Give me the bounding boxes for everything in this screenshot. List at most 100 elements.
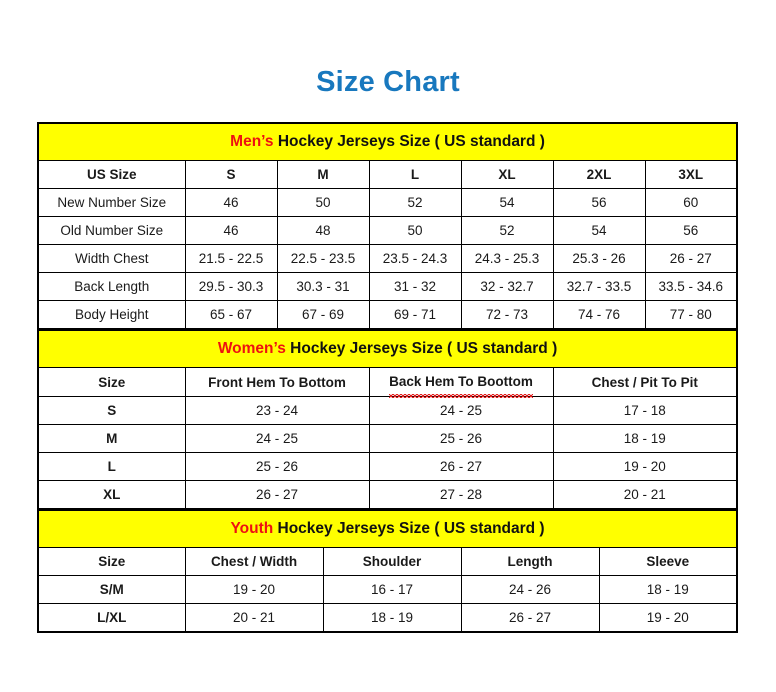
youth-cell: 19 - 20: [184, 575, 324, 604]
mens-col-header-1: S: [184, 160, 278, 189]
mens-col-header-6: 3XL: [644, 160, 738, 189]
mens-col-header-5: 2XL: [552, 160, 646, 189]
mens-cell: 52: [368, 188, 462, 217]
mens-cell: 25.3 - 26: [552, 244, 646, 273]
page-title: Size Chart: [316, 66, 460, 98]
womens-col-header-3: Chest / Pit To Pit: [552, 367, 738, 397]
mens-cell: 69 - 71: [368, 300, 462, 330]
womens-cell: 26 - 27: [184, 480, 370, 510]
mens-section-banner: Men’s Hockey Jerseys Size ( US standard …: [36, 122, 739, 161]
youth-col-header-3: Length: [460, 547, 600, 576]
womens-banner-accent: Women’s: [217, 340, 286, 357]
mens-cell: 65 - 67: [184, 300, 278, 330]
table-row: S 23 - 24 24 - 25 17 - 18: [37, 396, 738, 425]
youth-column-header-row: Size Chest / Width Shoulder Length Sleev…: [37, 547, 738, 576]
womens-cell: 27 - 28: [368, 480, 554, 510]
mens-cell: 31 - 32: [368, 272, 462, 301]
mens-row-label: New Number Size: [37, 188, 186, 217]
womens-row-label: S: [37, 396, 186, 425]
mens-cell: 33.5 - 34.6: [644, 272, 738, 301]
youth-row-label: L/XL: [37, 603, 186, 633]
womens-row-label: M: [37, 424, 186, 453]
mens-cell: 22.5 - 23.5: [276, 244, 370, 273]
womens-cell: 23 - 24: [184, 396, 370, 425]
table-row: M 24 - 25 25 - 26 18 - 19: [37, 424, 738, 453]
mens-cell: 56: [552, 188, 646, 217]
mens-cell: 72 - 73: [460, 300, 554, 330]
mens-row-label: Width Chest: [37, 244, 186, 273]
mens-cell: 54: [460, 188, 554, 217]
mens-cell: 60: [644, 188, 738, 217]
womens-cell: 25 - 26: [368, 424, 554, 453]
mens-col-header-4: XL: [460, 160, 554, 189]
womens-banner-rest: Hockey Jerseys Size ( US standard ): [285, 340, 558, 357]
size-chart-tables: Men’s Hockey Jerseys Size ( US standard …: [36, 122, 739, 633]
mens-col-header-0: US Size: [37, 160, 186, 189]
mens-banner-rest: Hockey Jerseys Size ( US standard ): [273, 133, 545, 150]
youth-cell: 26 - 27: [460, 603, 600, 633]
youth-size-table: Youth Hockey Jerseys Size ( US standard …: [36, 510, 739, 633]
womens-row-label: XL: [37, 480, 186, 510]
youth-cell: 18 - 19: [322, 603, 462, 633]
youth-section-banner: Youth Hockey Jerseys Size ( US standard …: [36, 510, 739, 548]
mens-cell: 29.5 - 30.3: [184, 272, 278, 301]
table-row: New Number Size 46 50 52 54 56 60: [37, 188, 738, 217]
table-row: L/XL 20 - 21 18 - 19 26 - 27 19 - 20: [37, 603, 738, 633]
womens-column-header-row: Size Front Hem To Bottom Back Hem To Boo…: [37, 367, 738, 398]
youth-row-label: S/M: [37, 575, 186, 604]
table-row: Body Height 65 - 67 67 - 69 69 - 71 72 -…: [37, 300, 738, 330]
mens-row-label: Back Length: [37, 272, 186, 301]
misspelled-column-label: Back Hem To Boottom: [389, 368, 533, 398]
youth-col-header-0: Size: [37, 547, 186, 576]
mens-cell: 50: [368, 216, 462, 245]
womens-cell: 18 - 19: [552, 424, 738, 453]
mens-cell: 23.5 - 24.3: [368, 244, 462, 273]
womens-col-header-1: Front Hem To Bottom: [184, 367, 370, 397]
youth-cell: 18 - 19: [598, 575, 738, 604]
mens-cell: 52: [460, 216, 554, 245]
mens-row-label: Old Number Size: [37, 216, 186, 245]
table-row: Old Number Size 46 48 50 52 54 56: [37, 216, 738, 245]
table-row: Back Length 29.5 - 30.3 30.3 - 31 31 - 3…: [37, 272, 738, 301]
mens-row-label: Body Height: [37, 300, 186, 330]
mens-cell: 48: [276, 216, 370, 245]
youth-cell: 24 - 26: [460, 575, 600, 604]
youth-col-header-1: Chest / Width: [184, 547, 324, 576]
mens-cell: 50: [276, 188, 370, 217]
mens-col-header-3: L: [368, 160, 462, 189]
youth-banner-cell: Youth Hockey Jerseys Size ( US standard …: [36, 510, 739, 548]
womens-banner-cell: Women’s Hockey Jerseys Size ( US standar…: [36, 330, 739, 368]
womens-col-header-0: Size: [37, 367, 186, 397]
mens-cell: 56: [644, 216, 738, 245]
mens-column-header-row: US Size S M L XL 2XL 3XL: [37, 160, 738, 189]
mens-cell: 21.5 - 22.5: [184, 244, 278, 273]
mens-banner-accent: Men’s: [230, 133, 274, 150]
womens-cell: 26 - 27: [368, 452, 554, 481]
mens-cell: 30.3 - 31: [276, 272, 370, 301]
mens-cell: 77 - 80: [644, 300, 738, 330]
table-row: L 25 - 26 26 - 27 19 - 20: [37, 452, 738, 481]
womens-col-header-2: Back Hem To Boottom: [368, 367, 554, 398]
womens-section-banner: Women’s Hockey Jerseys Size ( US standar…: [36, 330, 739, 368]
mens-cell: 74 - 76: [552, 300, 646, 330]
table-row: XL 26 - 27 27 - 28 20 - 21: [37, 480, 738, 510]
youth-cell: 20 - 21: [184, 603, 324, 633]
mens-col-header-2: M: [276, 160, 370, 189]
mens-cell: 26 - 27: [644, 244, 738, 273]
mens-cell: 32 - 32.7: [460, 272, 554, 301]
mens-cell: 46: [184, 188, 278, 217]
youth-banner-rest: Hockey Jerseys Size ( US standard ): [273, 520, 545, 537]
womens-row-label: L: [37, 452, 186, 481]
womens-cell: 24 - 25: [184, 424, 370, 453]
womens-cell: 17 - 18: [552, 396, 738, 425]
mens-cell: 24.3 - 25.3: [460, 244, 554, 273]
mens-cell: 67 - 69: [276, 300, 370, 330]
mens-banner-cell: Men’s Hockey Jerseys Size ( US standard …: [36, 122, 739, 161]
mens-cell: 46: [184, 216, 278, 245]
youth-banner-accent: Youth: [230, 520, 274, 537]
womens-cell: 24 - 25: [368, 396, 554, 425]
mens-cell: 54: [552, 216, 646, 245]
mens-size-table: Men’s Hockey Jerseys Size ( US standard …: [36, 122, 739, 330]
youth-col-header-2: Shoulder: [322, 547, 462, 576]
